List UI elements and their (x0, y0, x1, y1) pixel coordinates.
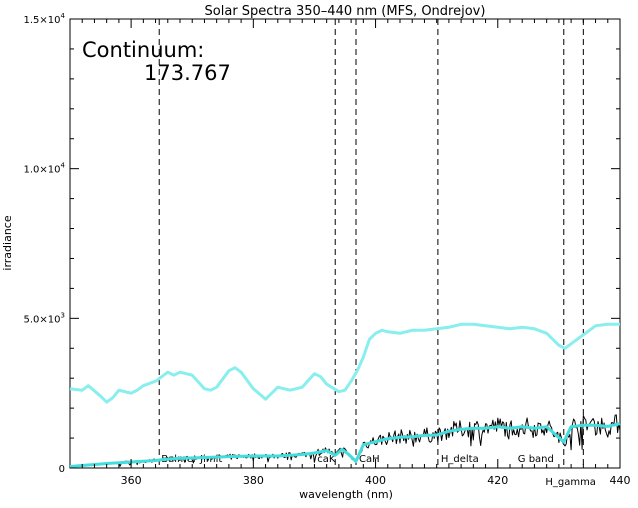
y-tick-label: 1.5×104 (24, 12, 66, 26)
y-tick-label: 0 (59, 464, 65, 475)
x-tick-label: 420 (487, 474, 508, 487)
chart-title: Solar Spectra 350–440 nm (MFS, Ondrejov) (205, 4, 486, 19)
series-line-2 (69, 422, 621, 468)
x-tick-label: 380 (243, 474, 264, 487)
x-tick-label: 400 (365, 474, 386, 487)
continuum-label: Continuum: (82, 38, 204, 62)
y-axis-label: irradiance (1, 215, 14, 270)
axis-ticks: 360 380 400 420 440 0 5.0×103 1.0×104 1.5×104 (24, 12, 631, 487)
line-marker-label-3: H_delta (441, 454, 479, 465)
series-group (69, 322, 621, 468)
line-marker-label-2: CaH (359, 454, 380, 465)
line-marker-label-5: H_gamma (545, 477, 596, 488)
series-line-0 (69, 322, 620, 404)
x-tick-label: 360 (121, 474, 142, 487)
line-marker-label-1: caK (317, 454, 336, 465)
x-axis-label: wavelength (nm) (299, 488, 393, 501)
x-tick-label: 440 (610, 474, 631, 487)
line-marker-label-4: G band (518, 454, 554, 465)
y-tick-label: 1.0×104 (24, 162, 66, 176)
y-tick-label: 5.0×103 (24, 311, 65, 325)
continuum-value: 173.767 (144, 61, 231, 85)
plot-frame (69, 18, 621, 469)
